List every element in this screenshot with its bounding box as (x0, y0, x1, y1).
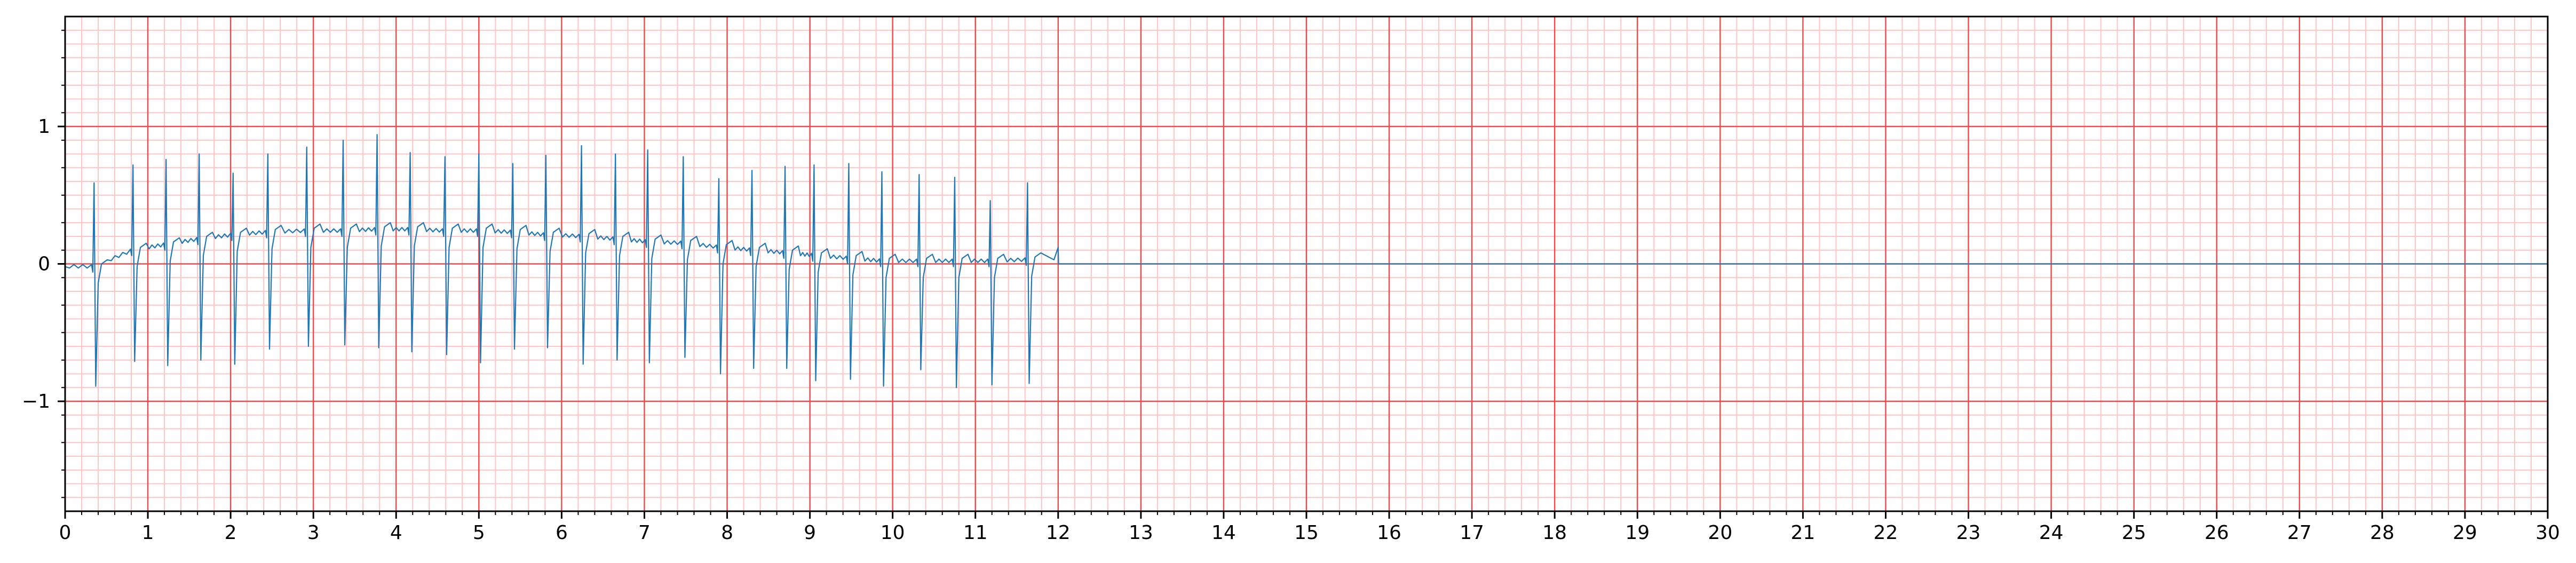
x-tick-label: 8 (721, 522, 733, 544)
x-axis: 0 1 2 3 4 5 6 7 8 9 10 11 12 13 14 15 16 17 18 19 20 21 22 23 24… (59, 511, 2560, 544)
x-tick-label: 26 (2205, 522, 2229, 544)
x-tick-label: 30 (2535, 522, 2560, 544)
x-tick-label: 16 (1377, 522, 1401, 544)
x-tick-label: 20 (1708, 522, 1732, 544)
y-tick-label: −1 (22, 391, 50, 413)
x-tick-label: 4 (390, 522, 402, 544)
x-tick-label: 9 (804, 522, 816, 544)
x-tick-label: 19 (1625, 522, 1650, 544)
x-tick-label: 17 (1460, 522, 1484, 544)
y-tick-label: 0 (38, 253, 50, 275)
x-tick-label: 10 (881, 522, 905, 544)
x-tick-label: 7 (638, 522, 651, 544)
x-tick-label: 29 (2453, 522, 2477, 544)
x-tick-label: 25 (2122, 522, 2146, 544)
x-tick-label: 0 (59, 522, 72, 544)
ecg-series-line (65, 134, 2548, 388)
x-tick-label: 18 (1542, 522, 1567, 544)
y-tick-label: 1 (38, 116, 50, 138)
x-tick-label: 13 (1129, 522, 1153, 544)
x-tick-label: 27 (2287, 522, 2312, 544)
x-tick-label: 5 (473, 522, 485, 544)
x-tick-label: 11 (963, 522, 988, 544)
x-tick-label: 28 (2370, 522, 2395, 544)
x-tick-label: 22 (1874, 522, 1898, 544)
x-tick-label: 6 (556, 522, 568, 544)
x-tick-label: 12 (1046, 522, 1071, 544)
x-tick-label: 2 (225, 522, 237, 544)
x-tick-label: 3 (307, 522, 320, 544)
x-tick-label: 21 (1790, 522, 1815, 544)
x-tick-label: 1 (142, 522, 154, 544)
x-tick-label: 15 (1294, 522, 1319, 544)
x-tick-label: 14 (1211, 522, 1236, 544)
y-axis: −1 0 1 (22, 29, 65, 498)
x-tick-label: 24 (2039, 522, 2064, 544)
x-tick-label: 23 (1956, 522, 1981, 544)
